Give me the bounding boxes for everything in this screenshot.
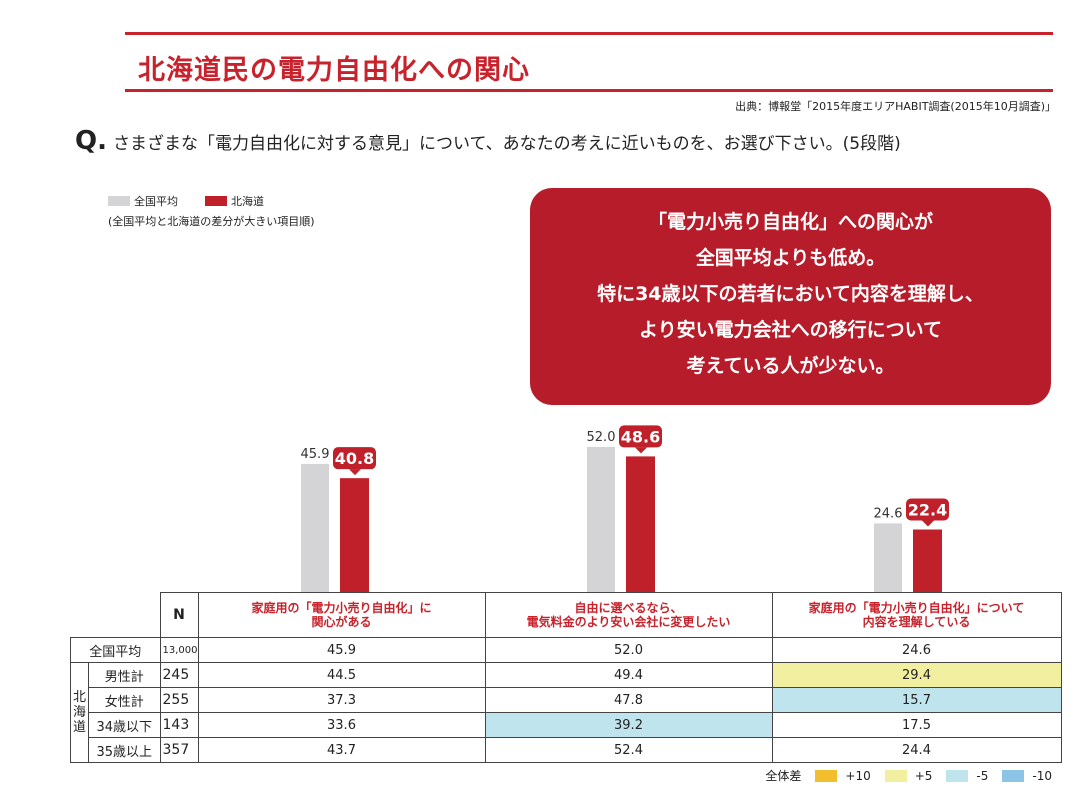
table-row: 35歳以上 357 43.7 52.4 24.4 [71,737,1062,763]
cell-value: 33.6 [197,712,486,738]
question-mark: Q. [75,126,107,156]
cell-value: 52.4 [484,737,773,763]
row-n: 13,000 [159,637,199,663]
cell-value: 45.9 [197,637,486,663]
column-header: 家庭用の「電力小売り自由化」に 関心がある [197,592,486,638]
label-hokkaido-badge [333,447,376,470]
cell-value: 39.2 [484,712,773,738]
diff-swatch [1002,769,1025,782]
page-title: 北海道民の電力自由化への関心 [138,55,530,86]
cell-value: 24.6 [771,637,1062,663]
row-label: 35歳以上 [88,737,161,763]
question-text: さまざまな「電力自由化に対する意見」について、あなたの考えに近いものを、お選び下… [112,134,901,154]
callout-line: 特に34歳以下の若者において内容を理解し、 [597,283,984,305]
row-n: 357 [159,737,199,763]
cell-value: 15.7 [771,687,1062,713]
bar-hokkaido [913,529,942,592]
title-bottom-rule [125,89,1053,92]
cell-value: 47.8 [484,687,773,713]
diff-legend-label: +10 [845,768,871,783]
row-label: 男性計 [88,662,161,688]
badge-pointer [349,469,361,476]
table-row: 全国平均 13,000 45.9 52.0 24.6 [70,637,1062,663]
cell-value: 49.4 [484,662,773,688]
label-national: 52.0 [587,430,616,445]
legend-hokkaido-label: 北海道 [231,195,264,208]
callout-line: 考えている人が少ない。 [686,355,895,377]
label-national: 24.6 [874,506,903,521]
badge-pointer [922,520,934,527]
cell-value: 29.4 [771,662,1062,688]
bar-national [587,446,615,592]
sort-note: (全国平均と北海道の差分が大きい項目順) [108,215,315,228]
label-hokkaido: 48.6 [621,427,660,446]
label-hokkaido-badge [619,425,662,448]
row-label: 女性計 [88,687,161,713]
cell-value: 52.0 [484,637,773,663]
table-row: 34歳以下 143 33.6 39.2 17.5 [71,712,1062,738]
label-hokkaido-badge [906,498,949,521]
diff-swatch [946,769,969,782]
row-n: 143 [159,712,199,738]
callout-box: 「電力小売り自由化」への関心が 全国平均よりも低め。 特に34歳以下の若者におい… [530,188,1051,405]
cell-value: 43.7 [197,737,486,763]
cell-value: 37.3 [197,687,486,713]
row-n: 245 [159,662,199,688]
source-note: 出典：博報堂「2015年度エリアHABIT調査(2015年10月調査)」 [735,100,1056,113]
legend-hokkaido: 北海道 [205,193,264,209]
cell-value: 44.5 [197,662,486,688]
data-table: N 家庭用の「電力小売り自由化」に 関心がある 自由に選べるなら、 電気料金のより安… [70,592,1062,763]
title-top-rule [125,32,1053,35]
cell-value: 24.4 [771,737,1062,763]
diff-legend-title: 全体差 [765,769,802,783]
column-header: 家庭用の「電力小売り自由化」について 内容を理解している [771,592,1062,638]
bar-hokkaido [626,456,655,592]
diff-legend-label: +5 [914,768,933,783]
diff-swatch [815,769,838,782]
legend-national-label: 全国平均 [134,195,178,208]
badge-pointer [635,447,647,454]
diff-legend-label: -10 [1032,768,1052,783]
diff-legend-label: -5 [976,768,989,783]
bar-chart: 45.9 40.8 52.0 48.6 24.6 22.4 [301,425,949,592]
bar-hokkaido [340,478,369,592]
bar-national [301,463,329,592]
group-label: 北海道 [70,662,89,763]
difference-legend: 全体差 +10 +5 -5 -10 [765,767,1052,784]
callout-line: より安い電力会社への移行について [638,319,943,341]
callout-line: 「電力小売り自由化」への関心が [647,211,933,233]
column-header: 自由に選べるなら、 電気料金のより安い会社に変更したい [484,592,773,638]
table-row: 北海道男性計 245 44.5 49.4 29.4 [70,662,1062,763]
table-row: 女性計 255 37.3 47.8 15.7 [71,687,1062,713]
label-national: 45.9 [301,447,330,462]
row-n: 255 [159,687,199,713]
row-label: 全国平均 [70,637,161,663]
legend-national: 全国平均 [108,193,178,209]
label-hokkaido: 40.8 [335,449,374,468]
callout-line: 全国平均よりも低め。 [695,247,886,269]
n-header: N [159,592,199,638]
bar-national [874,523,902,592]
label-hokkaido: 22.4 [908,501,947,520]
row-label: 34歳以下 [88,712,161,738]
diff-swatch [884,769,907,782]
cell-value: 17.5 [771,712,1062,738]
question: Q. さまざまな「電力自由化に対する意見」について、あなたの考えに近いものを、お選… [75,126,901,156]
